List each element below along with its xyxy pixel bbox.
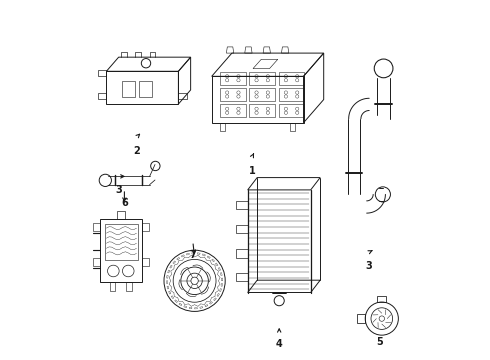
Text: 6: 6	[121, 198, 128, 208]
Text: 3: 3	[366, 261, 372, 271]
Text: 3: 3	[115, 185, 122, 195]
Text: 1: 1	[249, 166, 256, 176]
Text: 4: 4	[276, 339, 283, 349]
Text: 2: 2	[134, 146, 140, 156]
Text: 5: 5	[377, 337, 383, 347]
Text: 7: 7	[190, 250, 196, 260]
